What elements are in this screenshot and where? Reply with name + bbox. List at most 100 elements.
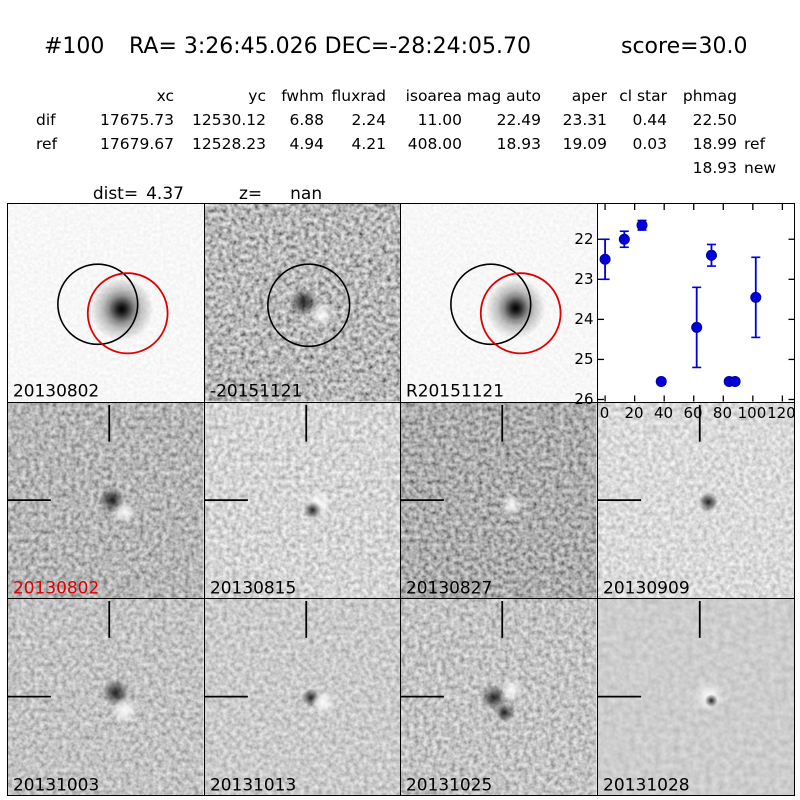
data-point (599, 253, 611, 265)
negative-residual-blob (303, 500, 322, 519)
stamp-panel-epoch: 20130815 (204, 402, 401, 599)
column-header-xc: xc (156, 87, 174, 105)
aperture-circle-red (479, 272, 562, 355)
z-label: z= (238, 184, 263, 204)
difference-stamp: 20131013 (204, 598, 400, 795)
data-point (618, 233, 630, 245)
stamp-date-label: R20151121 (406, 381, 504, 401)
table-cell: 18.99 (692, 135, 737, 153)
table-cell: 18.93 (692, 159, 737, 177)
aperture-circle-black (266, 263, 350, 348)
table-cell-empty (541, 156, 607, 180)
page-title: #100 RA= 3:26:45.026 DEC=-28:24:05.70 sc… (0, 34, 800, 64)
stamp-date-label: 20130827 (406, 577, 492, 597)
aperture-circle-black (57, 263, 139, 346)
stamp-panel-epoch: 20131013 (204, 598, 401, 795)
data-point (749, 291, 761, 303)
stamp-date-label: 20130815 (209, 577, 295, 597)
column-header-fwhm: fwhm (281, 87, 324, 105)
table-cell-empty (607, 156, 667, 180)
stamp-panel-epoch: 20131003 (8, 598, 205, 795)
x-tick-label: 120 (767, 404, 796, 422)
candidate-coordinates: RA= 3:26:45.026 DEC=-28:24:05.70 (129, 34, 532, 59)
stamp-panel-epoch: 20130909 (597, 402, 794, 599)
stamp-panel-epoch: 20131025 (401, 598, 598, 795)
column-header-aper: aper (571, 87, 607, 105)
table-cell: 408.00 (407, 135, 462, 153)
table-header-row: xc yc fwhm fluxrad isoarea mag auto aper… (36, 84, 792, 108)
data-point (729, 375, 741, 387)
column-header-fluxrad: fluxrad (331, 87, 386, 105)
table-cell: 19.09 (562, 135, 607, 153)
stamp-date-label: 20131013 (209, 774, 295, 794)
stamp-panel-diff-ref-epoch: -20151121 (204, 204, 401, 403)
table-row-dif: dif 17675.73 12530.12 6.88 2.24 11.00 22… (36, 108, 792, 132)
stamp-date-label: 20131003 (13, 774, 99, 794)
z-value: nan (290, 184, 323, 204)
stamp-panel-epoch: 20130827 (401, 402, 598, 599)
table-row-ref: ref 17679.67 12528.23 4.94 4.21 408.00 1… (36, 132, 792, 156)
column-header-mag-auto: mag auto (466, 87, 541, 105)
dist-value: 4.37 (146, 184, 184, 204)
candidate-id: #100 (44, 34, 105, 59)
table-cell: 4.94 (289, 135, 324, 153)
negative-residual-core (704, 693, 718, 707)
reference-image: R20151121 (401, 204, 597, 402)
table-cell: 12530.12 (192, 111, 266, 129)
table-cell: 0.03 (632, 135, 667, 153)
table-cell: 17679.67 (100, 135, 174, 153)
difference-stamp: 20131025 (401, 598, 597, 795)
row-label: ref (36, 135, 58, 153)
stamp-panel-reference: R20151121 (401, 204, 598, 403)
new-image: 20130802 (8, 204, 204, 402)
difference-stamp: 20130802 (8, 402, 204, 598)
stamp-date-label: 20130802 (13, 381, 99, 401)
row-label: dif (36, 111, 56, 129)
candidate-score: score=30.0 (621, 34, 748, 59)
y-tick-label: 25 (574, 350, 594, 369)
table-cell-suffix: new (744, 159, 777, 177)
stamp-date-label: 20131025 (406, 774, 492, 794)
table-cell: 6.88 (289, 111, 324, 129)
y-tick-label: 23 (574, 270, 594, 289)
negative-residual-blob (494, 702, 515, 723)
x-tick-label: 80 (712, 404, 732, 422)
difference-stamp: 20131003 (8, 598, 204, 795)
stamp-grid: 20130802 -20151121 R20151121 0 20 40 60 80 10… (7, 203, 796, 796)
stamp-date-label: 20131028 (603, 775, 690, 795)
x-tick-label: 40 (653, 404, 674, 422)
positive-residual-blob (309, 303, 334, 328)
x-tick-label: 100 (737, 404, 767, 422)
aperture-circle-black (450, 263, 532, 346)
column-header-cl-star: cl star (619, 87, 667, 105)
measurements-table: xc yc fwhm fluxrad isoarea mag auto aper… (36, 84, 792, 180)
positive-residual-blob (311, 690, 336, 715)
difference-stamp: 20131028 (597, 598, 794, 795)
positive-residual-blob (500, 678, 523, 701)
x-tick-label: 60 (683, 404, 703, 422)
positive-residual-blob (113, 500, 136, 523)
positive-residual-blob (500, 493, 523, 516)
positive-residual-blob (111, 697, 138, 724)
difference-stamp: 20130815 (204, 402, 400, 598)
table-cell: 18.93 (496, 135, 541, 153)
difference-stamp: 20130909 (597, 402, 794, 598)
table-row-extra-phmag: 18.93 new (36, 156, 792, 180)
table-cell: 17675.73 (100, 111, 174, 129)
table-cell: 22.49 (496, 111, 541, 129)
table-cell: 23.31 (562, 111, 607, 129)
negative-residual-blob (289, 288, 318, 317)
column-header-isoarea: isoarea (405, 87, 462, 105)
y-tick-label: 26 (574, 390, 594, 408)
y-tick-label: 24 (574, 310, 594, 329)
y-tick-label: 22 (574, 230, 594, 249)
table-cell-suffix (737, 108, 792, 132)
x-tick-label: 20 (624, 404, 644, 422)
lightcurve-plot: 0 20 40 60 80 100 120 22 23 24 25 26 (574, 204, 796, 422)
table-cell: 0.44 (632, 111, 667, 129)
table-cell-empty (462, 156, 541, 180)
data-point (636, 219, 648, 231)
aperture-circle-red (86, 272, 169, 355)
distance-redshift-line: dist= 4.37 z= nan (82, 164, 322, 204)
